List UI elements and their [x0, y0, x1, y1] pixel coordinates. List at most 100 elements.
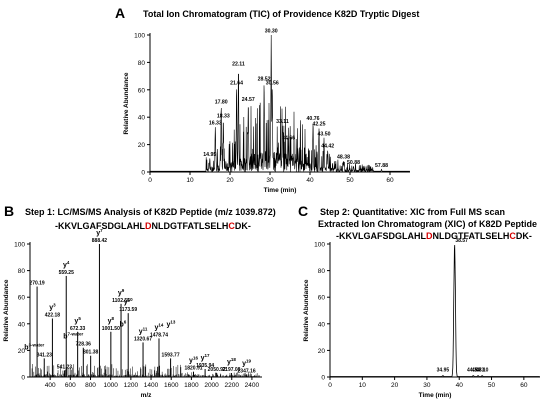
peak-label: 341.23: [37, 352, 53, 358]
panel-a-title: Total Ion Chromatogram (TIC) of Providen…: [143, 9, 419, 19]
x-tick-label: 20: [391, 382, 399, 389]
peak-label: 50.88: [347, 160, 360, 166]
peptide-segment: NLDGTFATLSELH: [433, 231, 510, 241]
y-tick-label: 100: [134, 33, 145, 40]
peptide-segment: D: [145, 221, 152, 231]
peak-label: 270.19: [29, 281, 45, 287]
chart-c: 0 20 40 60 80 100 0 10 20 30 40 50 60 Time (min) Relat…: [303, 238, 540, 399]
x-tick-label: 60: [386, 177, 394, 184]
panel-b-title: Step 1: LC/MS/MS Analysis of K82D Peptid…: [25, 207, 276, 217]
x-tick-label: 800: [85, 382, 96, 389]
ion-label-index: 8: [112, 316, 115, 321]
peptide-segment: NLDGTFATLSELH: [152, 221, 229, 231]
ion-label-index: 16: [193, 356, 199, 361]
x-tick-label: 1000: [103, 382, 118, 389]
peak-label: 16.33: [209, 120, 222, 126]
x-tick-label: 2000: [204, 382, 219, 389]
ion-label: y18: [227, 357, 236, 366]
peak-label: 47.10: [476, 368, 489, 374]
peak-label: 559.25: [59, 270, 75, 276]
panel-c-title-2: Extracted Ion Chromatogram (XIC) of K82D…: [318, 219, 537, 229]
y-tick-label: 40: [318, 321, 326, 328]
ion-label: y16: [189, 356, 198, 365]
y-tick-label: 60: [18, 295, 26, 302]
x-tick-label: 1200: [124, 382, 139, 389]
peak-label: 22.11: [232, 61, 245, 67]
ion-label: y9: [118, 288, 125, 297]
y-axis-label: Relative Abundance: [3, 279, 10, 341]
peak-label: 48.38: [337, 155, 350, 161]
ion-label-index: 6: [124, 319, 127, 324]
y-tick-label: 40: [138, 115, 146, 122]
panel-b-peptide: -KKVLGAFSDGLAHLDNLDGTFATLSELHCDK-: [55, 221, 251, 231]
ion-label: y3: [49, 302, 56, 311]
y-tick-label: 80: [18, 268, 26, 275]
ion-label-index: 11: [143, 326, 148, 331]
panel-a-letter: A: [115, 5, 125, 21]
x-tick-label: 60: [520, 382, 528, 389]
x-tick-label: 10: [186, 177, 194, 184]
x-axis-label: Time (min): [264, 187, 297, 194]
x-tick-label: 30: [423, 382, 431, 389]
peak-label: 24.57: [242, 97, 255, 103]
x-tick-label: 1400: [144, 382, 159, 389]
chart-b: 0 20 40 60 80 100 400 600 800 1000 1200 1400 1600 180…: [3, 228, 262, 399]
x-tick-label: 0: [148, 177, 152, 184]
peak-label: 2347.16: [238, 368, 256, 374]
y-tick-label: 0: [141, 170, 145, 177]
peak-label: 17.80: [215, 100, 228, 106]
peak-label: 1102.55: [112, 298, 130, 304]
x-tick-label: 1800: [184, 382, 199, 389]
x-tick-label: 40: [456, 382, 464, 389]
peak-label: 30.30: [265, 29, 278, 35]
peak-label: 57.88: [375, 163, 388, 169]
peak-label: 44.33: [467, 368, 480, 374]
peak-label: 14.95: [203, 152, 216, 158]
peak-label: 34.66: [282, 135, 295, 141]
ion-label: y13: [167, 319, 176, 328]
panel-c-letter: C: [298, 203, 308, 219]
y-tick-label: 0: [321, 375, 325, 382]
ion-label-index: 14: [158, 322, 164, 327]
peak-label: 33.11: [276, 119, 289, 125]
y-tick-label: 80: [318, 268, 326, 275]
ion-label: y14: [155, 322, 164, 331]
ion-label-index: 17: [205, 353, 211, 358]
x-tick-label: 20: [226, 177, 234, 184]
x-tick-label: 0: [328, 382, 332, 389]
peak-label: 1478.74: [150, 332, 168, 338]
x-axis-label: m/z: [141, 392, 153, 399]
y-axis-label: Relative Abundance: [123, 72, 130, 134]
ion-label-index: 3: [53, 302, 56, 307]
peptide-segment: C: [228, 221, 235, 231]
peak-label: 1173.59: [119, 307, 137, 313]
peak-label: 1320.67: [134, 336, 152, 342]
peak-label: 45.83: [472, 368, 485, 374]
peptide-segment: C: [509, 231, 516, 241]
panel-c-title-1: Step 2: Quantitative: XIC from Full MS s…: [320, 207, 505, 217]
y-tick-label: 100: [14, 242, 25, 249]
y-tick-label: 60: [138, 87, 146, 94]
peptide-segment: D: [426, 231, 433, 241]
x-axis-label: Time (min): [419, 392, 452, 399]
x-tick-label: 50: [346, 177, 354, 184]
y-tick-label: 20: [18, 348, 26, 355]
ion-label: y17: [201, 353, 210, 362]
ion-label: y8: [108, 316, 115, 325]
ion-label-index: 9: [122, 288, 125, 293]
peak-label: 43.50: [318, 131, 331, 137]
peak-label: 18.33: [217, 113, 230, 119]
y-tick-label: 60: [318, 295, 326, 302]
x-tick-label: 2200: [225, 382, 240, 389]
x-tick-label: 50: [488, 382, 496, 389]
x-tick-label: 400: [45, 382, 56, 389]
ion-label-index: 10: [128, 297, 134, 302]
peak-label: 21.64: [230, 81, 243, 87]
peak-label: 1001.50: [102, 326, 120, 332]
x-tick-label: 30: [266, 177, 274, 184]
ion-label-index: 18: [231, 357, 237, 362]
y-tick-label: 0: [21, 375, 25, 382]
peak-label: 34.95: [437, 368, 450, 374]
